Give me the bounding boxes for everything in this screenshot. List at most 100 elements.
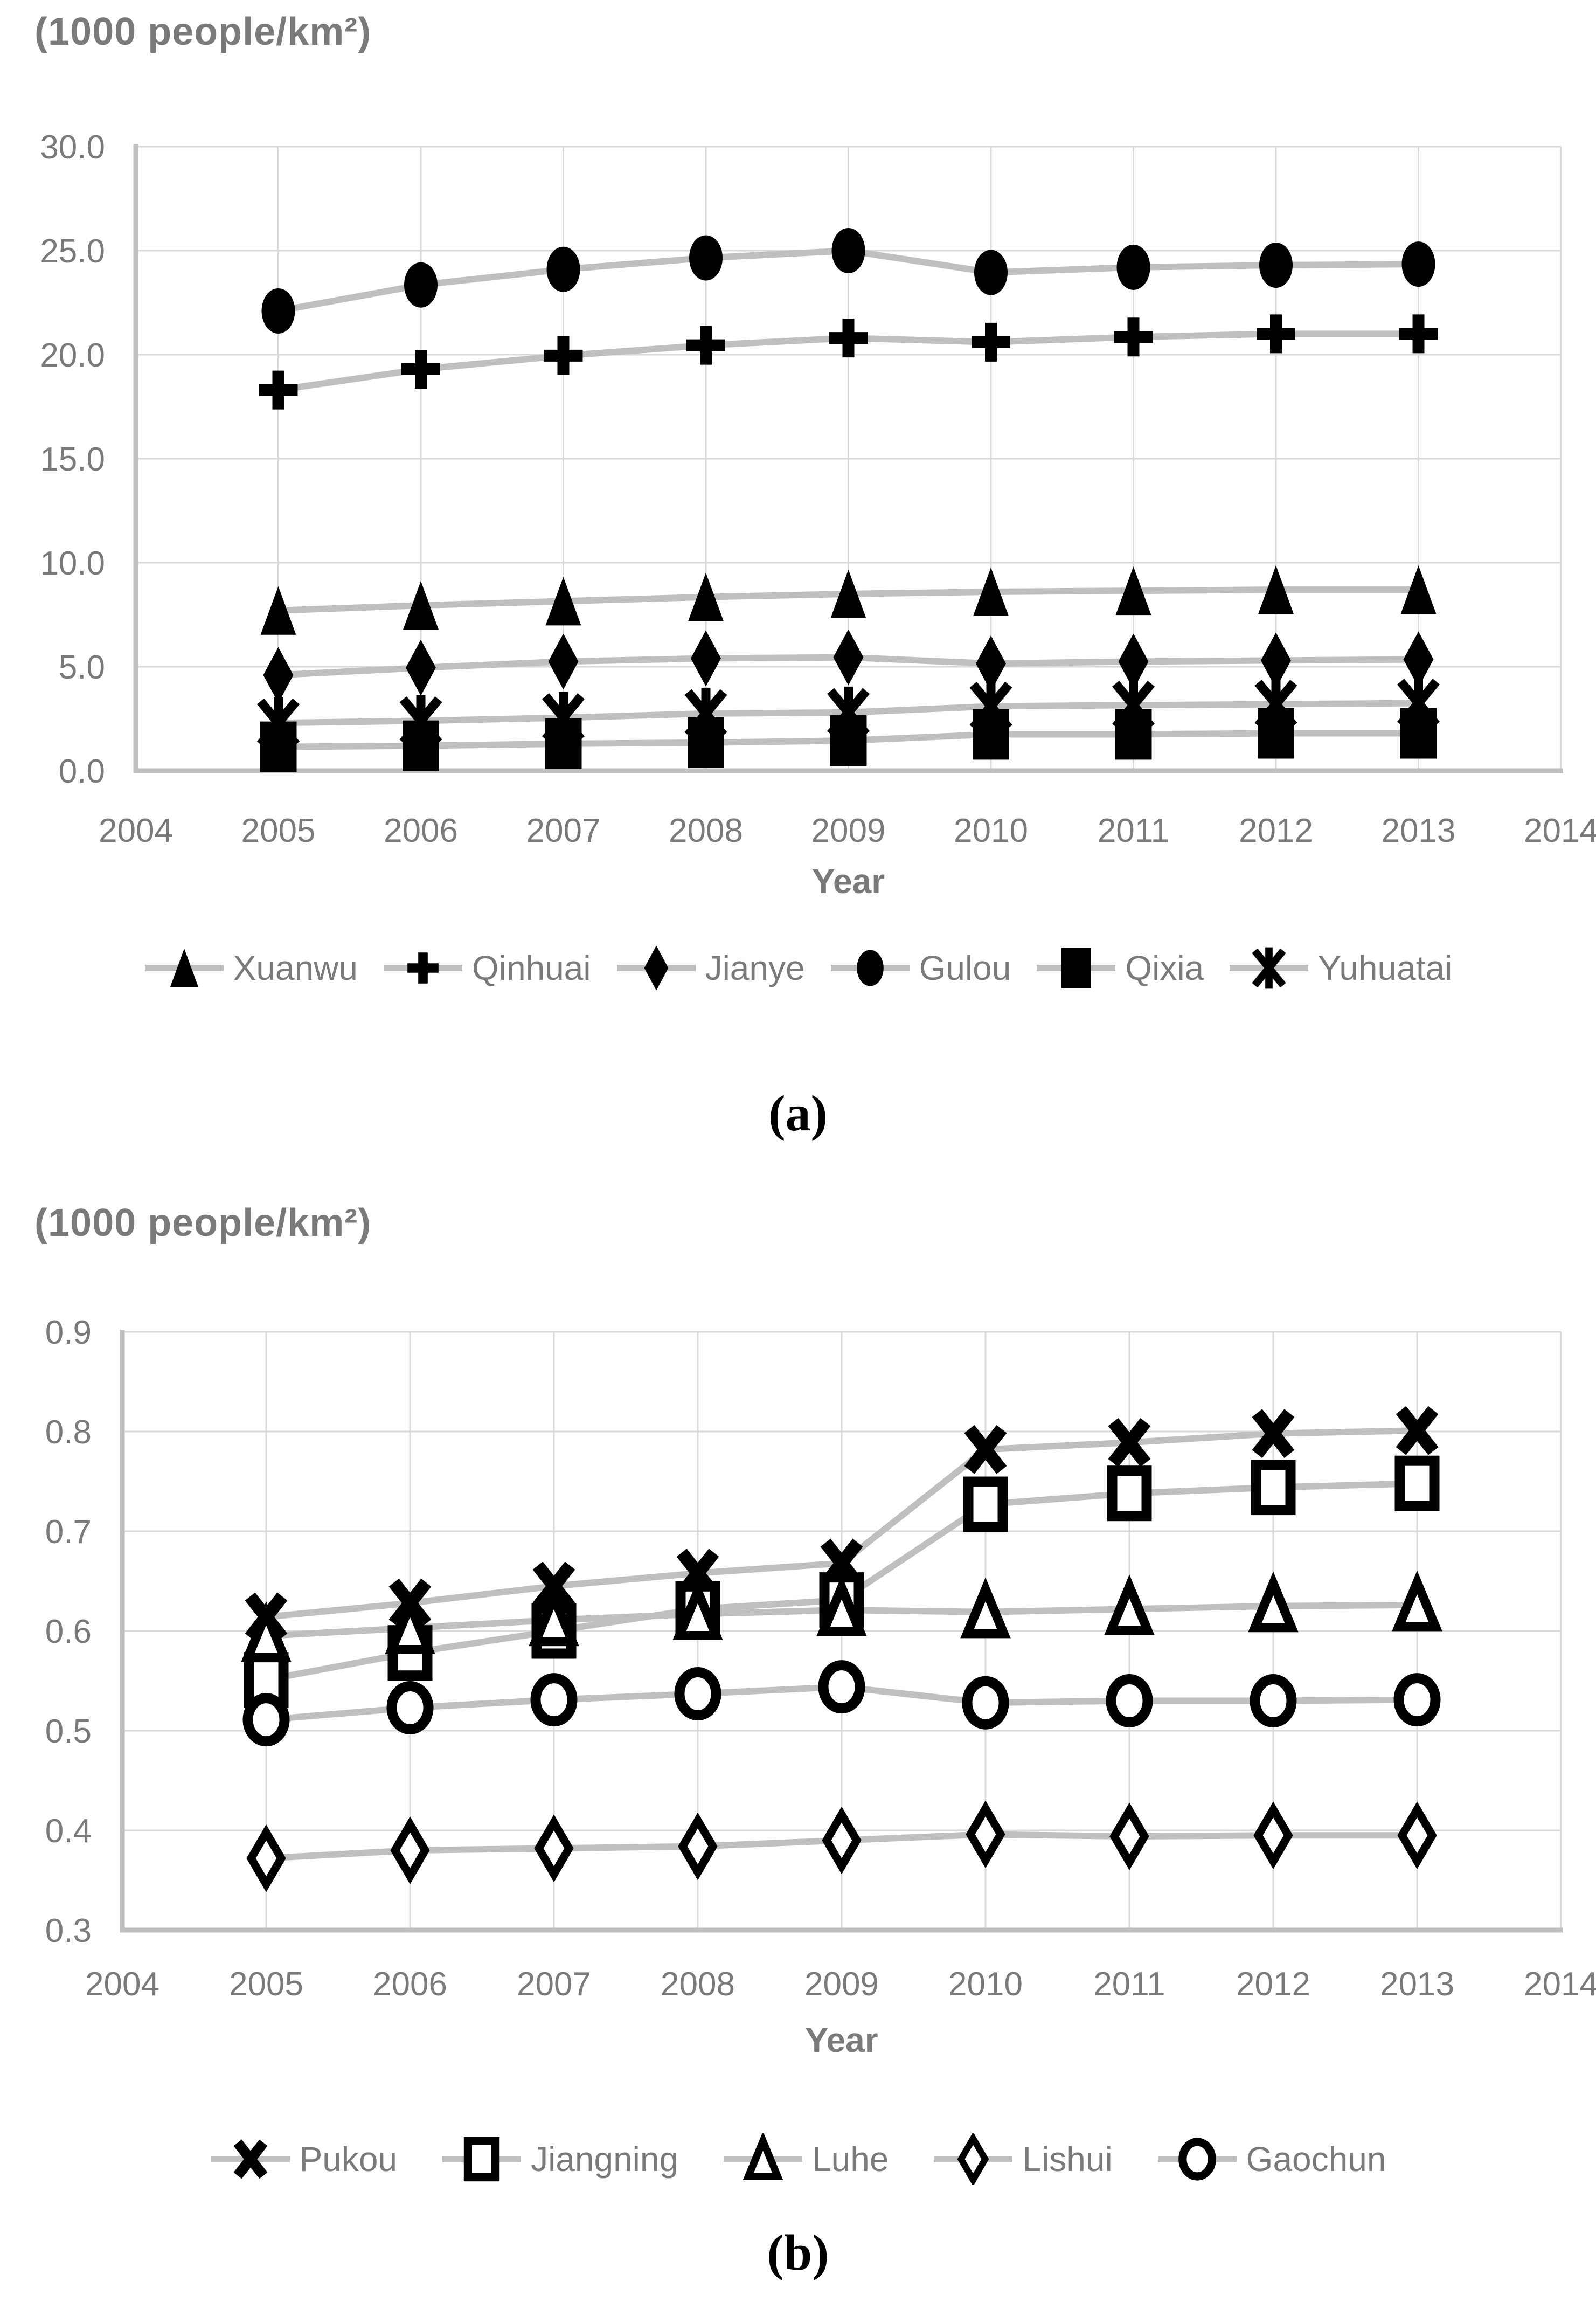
asterisk-icon — [542, 692, 585, 744]
chart-b-xtick-2006: 2006 — [373, 1966, 447, 2003]
asterisk-icon — [399, 695, 442, 747]
ellipse-open-icon — [1157, 2138, 1237, 2181]
ellipse-filled-icon — [261, 288, 295, 334]
triangle-filled-icon — [545, 577, 581, 626]
series-markers-lishui — [246, 1800, 1437, 1892]
legend-label-xuanwu: Xuanwu — [233, 949, 358, 987]
square-open-icon — [442, 2137, 522, 2182]
triangle-open-icon — [1392, 1570, 1442, 1632]
legend-item-qixia: Qixia — [1036, 942, 1204, 994]
asterisk-icon — [969, 680, 1012, 732]
triangle-filled-icon — [403, 581, 439, 630]
x-mark-icon — [233, 2139, 268, 2179]
chart-a-xtick-2006: 2006 — [384, 812, 458, 849]
chart-a-xtick-2012: 2012 — [1239, 812, 1313, 849]
x-mark-icon — [1396, 1406, 1439, 1455]
chart-a-ytick-30.0: 30.0 — [40, 129, 105, 166]
diamond-open-icon — [678, 1812, 718, 1881]
ellipse-filled-icon — [831, 228, 865, 273]
chart-a-xtick-2011: 2011 — [1098, 812, 1169, 849]
triangle-open-icon — [672, 1579, 723, 1641]
chart-a-xtick-2013: 2013 — [1382, 812, 1456, 849]
legend-item-luhe: Luhe — [723, 2133, 889, 2185]
series-markers-yuhuatai — [256, 677, 1440, 749]
square-filled-icon — [1061, 948, 1091, 988]
legend-item-jiangning: Jiangning — [441, 2133, 678, 2185]
diamond-open-icon — [934, 2133, 1013, 2185]
chart-b-caption: (b) — [767, 2225, 829, 2281]
legend-label-pukou: Pukou — [299, 2140, 398, 2179]
diamond-filled-icon — [406, 639, 436, 696]
ellipse-open-icon — [530, 1673, 578, 1727]
triangle-open-icon — [385, 1593, 435, 1654]
ellipse-open-icon — [1178, 2138, 1216, 2181]
triangle-filled-icon — [830, 569, 866, 618]
x-mark-icon — [211, 2139, 290, 2179]
plus-icon — [1114, 317, 1153, 357]
series-markers-gaochun — [242, 1660, 1441, 1747]
plus-icon — [544, 336, 583, 375]
triangle-filled-icon — [1400, 565, 1437, 614]
chart-b-xaxis-title: Year — [805, 2021, 878, 2059]
diamond-open-icon — [246, 1824, 286, 1892]
chart-a-xaxis-title: Year — [811, 862, 885, 901]
ellipse-open-icon — [674, 1667, 721, 1721]
diamond-filled-icon — [1261, 632, 1291, 689]
plus-icon — [383, 952, 462, 984]
plus-icon — [972, 322, 1010, 362]
series-markers-qinhuai — [259, 314, 1438, 410]
diamond-filled-icon — [976, 635, 1006, 692]
legend-item-yuhuatai: Yuhuatai — [1229, 942, 1452, 994]
legend-item-lishui: Lishui — [933, 2133, 1113, 2185]
legend-item-pukou: Pukou — [210, 2133, 397, 2185]
ellipse-filled-icon — [404, 262, 438, 308]
diamond-open-icon — [1109, 1802, 1149, 1870]
asterisk-icon — [1397, 677, 1440, 729]
diamond-filled-icon — [263, 647, 294, 703]
triangle-filled-icon — [170, 949, 199, 987]
ellipse-open-icon — [1393, 1673, 1441, 1727]
chart-a-xtick-2014: 2014 — [1524, 812, 1596, 849]
triangle-open-icon — [241, 1601, 292, 1662]
chart-b-xtick-2013: 2013 — [1380, 1966, 1454, 2003]
asterisk-icon — [684, 687, 727, 739]
triangle-open-icon — [960, 1577, 1011, 1639]
triangle-filled-icon — [688, 572, 724, 621]
legend-label-gaochun: Gaochun — [1246, 2140, 1386, 2179]
chart-a-plot: 30.0 25.0 20.0 15.0 10.0 5.0 0.0 2004 2005 2006 20… — [40, 129, 1596, 849]
chart-a-ytick-10.0: 10.0 — [40, 545, 105, 582]
chart-b-ytick-0.4: 0.4 — [45, 1813, 92, 1850]
legend-label-luhe: Luhe — [812, 2140, 889, 2179]
legend-label-gulou: Gulou — [919, 949, 1011, 987]
series-markers-xuanwu — [260, 565, 1437, 635]
chart-b-xtick-2009: 2009 — [804, 1966, 879, 2003]
square-open-icon — [463, 2137, 500, 2182]
chart-a-xtick-2004: 2004 — [99, 812, 173, 849]
chart-b-ytick-0.8: 0.8 — [45, 1414, 92, 1451]
ellipse-open-icon — [1106, 1674, 1153, 1727]
ellipse-filled-icon — [546, 246, 580, 292]
square-open-icon — [1394, 1455, 1440, 1511]
diamond-filled-icon — [1403, 631, 1434, 688]
ellipse-filled-icon — [1116, 244, 1150, 290]
triangle-filled-icon — [973, 568, 1009, 617]
triangle-open-icon — [724, 2133, 803, 2180]
chart-a-ytick-5.0: 5.0 — [59, 649, 105, 686]
chart-b-legend: Pukou Jiangning Luhe Lishui Gaochun — [0, 2133, 1596, 2185]
chart-a-ytick-15.0: 15.0 — [40, 441, 105, 478]
chart-a-xtick-2005: 2005 — [241, 812, 316, 849]
legend-label-yuhuatai: Yuhuatai — [1318, 949, 1453, 987]
legend-label-qixia: Qixia — [1125, 949, 1204, 987]
diamond-open-icon — [1397, 1801, 1437, 1870]
chart-b-ytick-0.6: 0.6 — [45, 1613, 92, 1650]
diamond-filled-icon — [616, 945, 696, 991]
ellipse-open-icon — [962, 1676, 1009, 1730]
ellipse-open-icon — [386, 1681, 434, 1734]
ellipse-open-icon — [1250, 1674, 1297, 1727]
legend-item-qinhuai: Qinhuai — [383, 942, 591, 994]
x-mark-icon — [964, 1425, 1007, 1474]
asterisk-icon — [1112, 679, 1155, 731]
chart-b-xtick-2011: 2011 — [1093, 1966, 1165, 2003]
x-mark-icon — [1252, 1409, 1295, 1458]
series-markers-luhe — [241, 1570, 1442, 1662]
